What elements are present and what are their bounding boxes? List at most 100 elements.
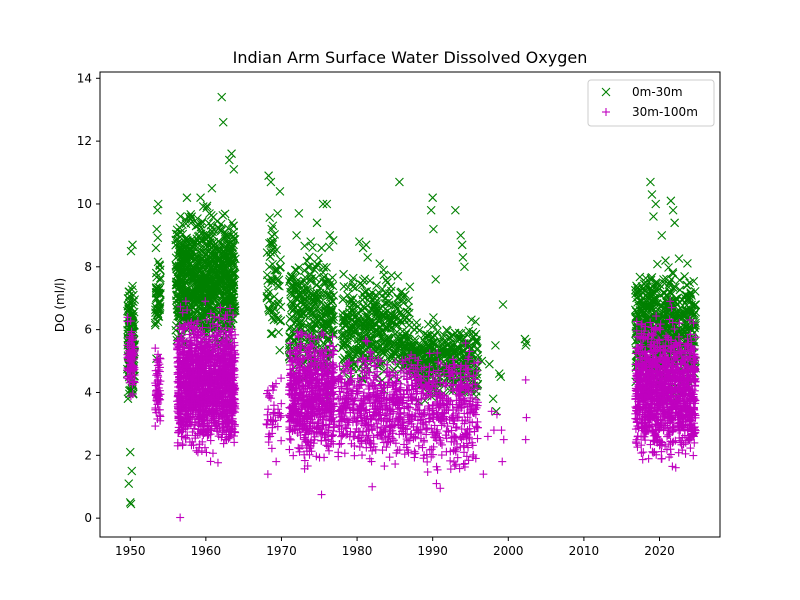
data-point <box>151 283 161 293</box>
data-point <box>677 295 687 304</box>
data-point <box>275 345 285 355</box>
data-point <box>153 199 163 209</box>
data-point <box>154 297 164 307</box>
data-point <box>668 269 678 279</box>
data-point <box>460 262 469 272</box>
data-point <box>150 320 160 330</box>
chart-title: Indian Arm Surface Water Dissolved Oxyge… <box>233 48 588 67</box>
data-point <box>218 117 228 127</box>
data-marks <box>122 92 701 522</box>
data-point <box>153 233 163 243</box>
data-point <box>265 393 274 402</box>
data-point <box>206 211 216 220</box>
data-point <box>674 254 684 264</box>
data-point <box>277 436 286 445</box>
data-point <box>196 193 205 203</box>
data-point <box>266 329 276 339</box>
data-point <box>404 320 414 330</box>
data-point <box>337 331 347 341</box>
data-point <box>488 394 498 404</box>
data-point <box>155 283 165 293</box>
data-point <box>431 274 441 284</box>
data-point <box>128 297 138 307</box>
data-point <box>267 231 277 241</box>
data-point <box>151 422 160 431</box>
data-point <box>306 237 316 247</box>
data-point <box>124 304 134 313</box>
data-point <box>426 205 436 215</box>
data-point <box>151 243 161 253</box>
plot-area <box>122 92 701 522</box>
data-point <box>151 293 161 303</box>
data-point <box>668 205 678 215</box>
data-point <box>151 308 160 318</box>
data-point <box>498 300 508 309</box>
data-point <box>300 241 310 251</box>
data-point <box>666 196 676 206</box>
data-point <box>485 359 494 369</box>
data-point <box>207 183 217 193</box>
data-point <box>308 243 317 252</box>
data-point <box>220 209 230 219</box>
data-point <box>651 199 661 209</box>
data-point <box>267 416 276 425</box>
data-point <box>322 199 332 209</box>
series-deep <box>123 297 700 522</box>
data-point <box>647 190 657 199</box>
data-point <box>314 253 323 263</box>
data-point <box>458 252 468 262</box>
data-point <box>457 240 467 250</box>
data-point <box>361 240 371 250</box>
data-point <box>176 211 185 221</box>
data-point <box>649 212 658 221</box>
data-point <box>125 447 135 457</box>
data-point <box>213 458 222 467</box>
data-point <box>491 340 500 350</box>
data-point <box>265 213 275 223</box>
data-point <box>266 177 276 187</box>
data-point <box>124 479 134 488</box>
data-point <box>153 308 163 318</box>
data-point <box>657 230 667 240</box>
data-point <box>312 218 322 228</box>
data-point <box>125 311 134 321</box>
data-point <box>339 269 348 279</box>
data-point <box>224 155 234 165</box>
data-point <box>429 224 438 234</box>
data-point <box>395 177 404 187</box>
data-point <box>318 199 328 209</box>
data-point <box>193 448 202 457</box>
data-point <box>217 92 227 102</box>
data-point <box>208 449 217 458</box>
data-point <box>680 272 690 281</box>
data-point <box>382 278 392 287</box>
data-point <box>273 208 283 218</box>
data-point <box>150 318 160 328</box>
data-point <box>412 323 422 333</box>
data-point <box>646 177 655 187</box>
data-point <box>275 187 285 196</box>
data-point <box>471 329 481 339</box>
data-point <box>155 275 165 285</box>
data-point <box>363 252 373 262</box>
data-point <box>264 171 273 181</box>
data-point <box>196 219 206 229</box>
data-point <box>227 218 237 228</box>
data-point <box>206 457 215 466</box>
data-point <box>154 285 164 295</box>
data-point <box>128 281 137 291</box>
data-point <box>227 149 236 159</box>
data-point <box>204 218 214 228</box>
data-point <box>450 205 460 215</box>
data-point <box>274 327 284 337</box>
data-point <box>294 443 303 452</box>
data-point <box>477 356 487 366</box>
data-point <box>494 369 504 379</box>
data-point <box>456 230 466 240</box>
data-point <box>305 252 314 262</box>
data-point <box>317 243 326 253</box>
data-point <box>496 372 506 382</box>
data-point <box>229 165 239 174</box>
data-point <box>405 282 415 292</box>
